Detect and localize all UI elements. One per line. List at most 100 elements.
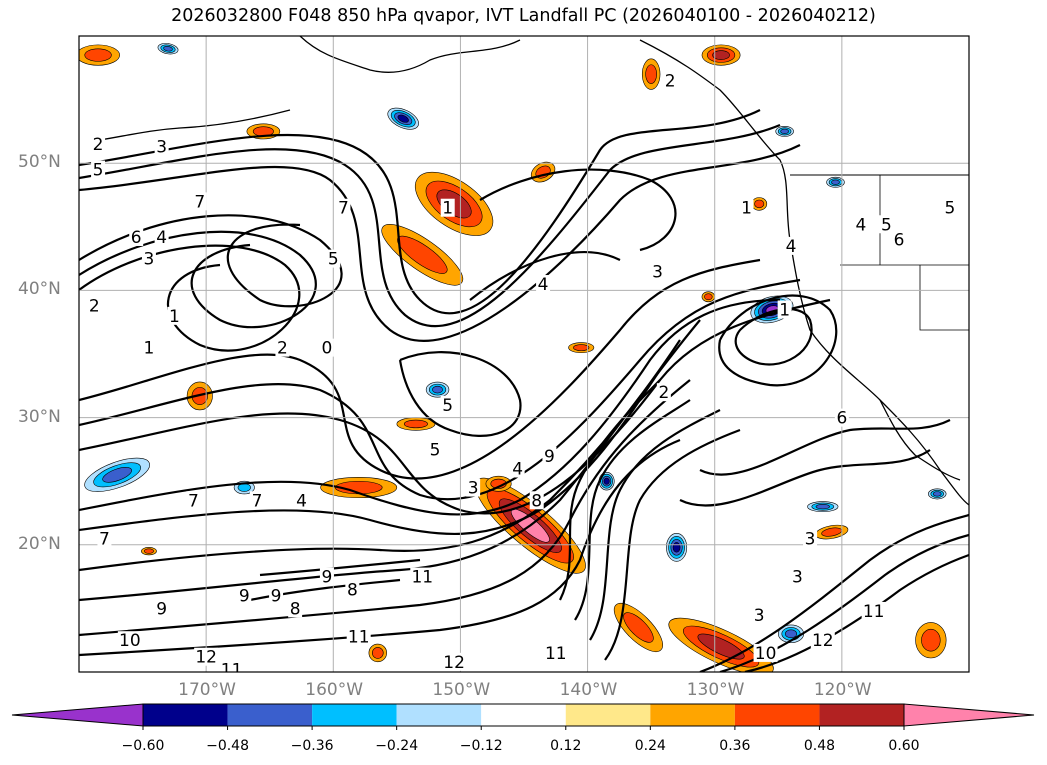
- contour-label-bg: [326, 249, 341, 268]
- contour-label: 4: [538, 275, 549, 295]
- contour-label-bg: [275, 338, 290, 357]
- contour-label-bg: [753, 643, 778, 662]
- colorbar-segment: [481, 704, 566, 726]
- lat-tick-label: 50°N: [18, 152, 61, 173]
- contour-label: 11: [545, 644, 567, 664]
- colorbar-tick-label: −0.60: [121, 738, 165, 754]
- contour-label: 9: [544, 447, 555, 467]
- qvapor-fill-level: [371, 647, 384, 659]
- contour-label: 7: [338, 199, 349, 219]
- contour-label: 5: [881, 215, 892, 235]
- colorbar-tick-label: 0.60: [888, 738, 920, 754]
- contour-line: [679, 449, 931, 507]
- qvapor-fill-level: [780, 128, 789, 134]
- contour-line: [249, 578, 401, 602]
- contour-label: 10: [755, 644, 777, 664]
- contour-label: 3: [652, 262, 663, 282]
- qvapor-blob-17: [701, 291, 716, 303]
- contour-label-bg: [294, 491, 309, 510]
- contour-line: [79, 109, 761, 315]
- qvapor-blob-13: [641, 58, 661, 90]
- north-america-coast: [789, 239, 969, 506]
- qvapor-blob-4: [668, 617, 774, 672]
- contour-label-bg: [663, 71, 678, 90]
- contour-line: [469, 251, 621, 301]
- contour-label: 2: [665, 72, 676, 92]
- qvapor-fill-level: [403, 419, 428, 429]
- contour-label: 7: [194, 192, 205, 212]
- qvapor-fill-level: [932, 491, 942, 497]
- lat-tick-label: 40°N: [18, 279, 61, 300]
- contour-label-bg: [192, 192, 207, 211]
- qvapor-neg-4: [666, 533, 688, 562]
- qvapor-fill-level: [704, 293, 713, 301]
- qvapor-blob-12: [701, 44, 741, 66]
- aleutian-chain: [99, 109, 291, 141]
- contour-label-bg: [440, 395, 455, 414]
- contour-label-bg: [777, 300, 792, 319]
- contour-label-bg: [141, 249, 156, 268]
- contour-line: [79, 298, 781, 516]
- contour-line: [79, 144, 801, 342]
- contour-label: 5: [328, 250, 339, 270]
- qvapor-fill-level: [603, 477, 610, 485]
- contour-label-bg: [91, 160, 106, 179]
- chart-title: 2026032800 F048 850 hPa qvapor, IVT Land…: [171, 6, 876, 26]
- lon-tick-label: 120°W: [813, 680, 872, 700]
- contour-label-bg: [346, 627, 371, 646]
- contour-label-bg: [656, 383, 671, 402]
- contour-label-bg: [219, 660, 244, 672]
- contour-label: 10: [119, 631, 141, 651]
- contour-line: [79, 438, 681, 657]
- contour-label: 3: [754, 606, 765, 626]
- map-frame: [78, 35, 970, 673]
- contour-label: 5: [430, 440, 441, 460]
- qvapor-neg-10: [826, 176, 845, 188]
- qvapor-fill-level: [815, 504, 830, 510]
- contour-label-bg: [536, 275, 551, 294]
- contour-label-bg: [336, 198, 351, 217]
- contour-label: 5: [93, 161, 104, 181]
- contour-label: 5: [945, 199, 956, 219]
- qvapor-fill-level: [102, 467, 132, 483]
- contour-line: [79, 379, 691, 637]
- contour-label: 11: [221, 660, 243, 680]
- contour-label: 1: [169, 307, 180, 327]
- contour-label-bg: [752, 605, 767, 624]
- colorbar-tick-label: −0.36: [290, 738, 334, 754]
- colorbar: [11, 703, 1035, 730]
- contour-label: 11: [411, 568, 433, 588]
- contour-label-bg: [879, 215, 894, 234]
- contour-label-bg: [154, 227, 169, 246]
- contour-label: 9: [322, 568, 333, 588]
- qvapor-blob-8: [396, 417, 436, 431]
- lat-tick-label: 20°N: [18, 533, 61, 554]
- contour-label: 1: [741, 199, 752, 219]
- qvapor-fill-level: [645, 64, 657, 84]
- lon-tick-label: 170°W: [178, 680, 236, 700]
- colorbar-segment: [819, 704, 904, 726]
- contour-label-bg: [288, 599, 303, 618]
- contour-label-bg: [319, 338, 334, 357]
- contour-label-bg: [650, 262, 665, 281]
- contour-label-bg: [345, 580, 360, 599]
- contour-label-bg: [739, 198, 754, 217]
- qvapor-fill-level: [84, 48, 112, 62]
- contour-label: 5: [442, 396, 453, 416]
- contour-label: 3: [805, 529, 816, 549]
- contour-line: [79, 369, 661, 536]
- qvapor-fill-level: [397, 114, 409, 123]
- contour-label-bg: [154, 137, 169, 156]
- lon-tick-label: 150°W: [432, 680, 491, 700]
- qvapor-neg-3: [84, 457, 150, 492]
- qvapor-blob-7: [320, 477, 398, 499]
- contour-label-bg: [834, 408, 849, 427]
- contour-label: 1: [442, 199, 453, 219]
- contour-label-bg: [892, 230, 907, 249]
- qvapor-fill-level: [573, 344, 590, 352]
- lon-tick-label: 130°W: [686, 680, 745, 700]
- contour-label-bg: [529, 491, 544, 510]
- contour-label: 7: [99, 529, 110, 549]
- contour-label: 8: [531, 491, 542, 511]
